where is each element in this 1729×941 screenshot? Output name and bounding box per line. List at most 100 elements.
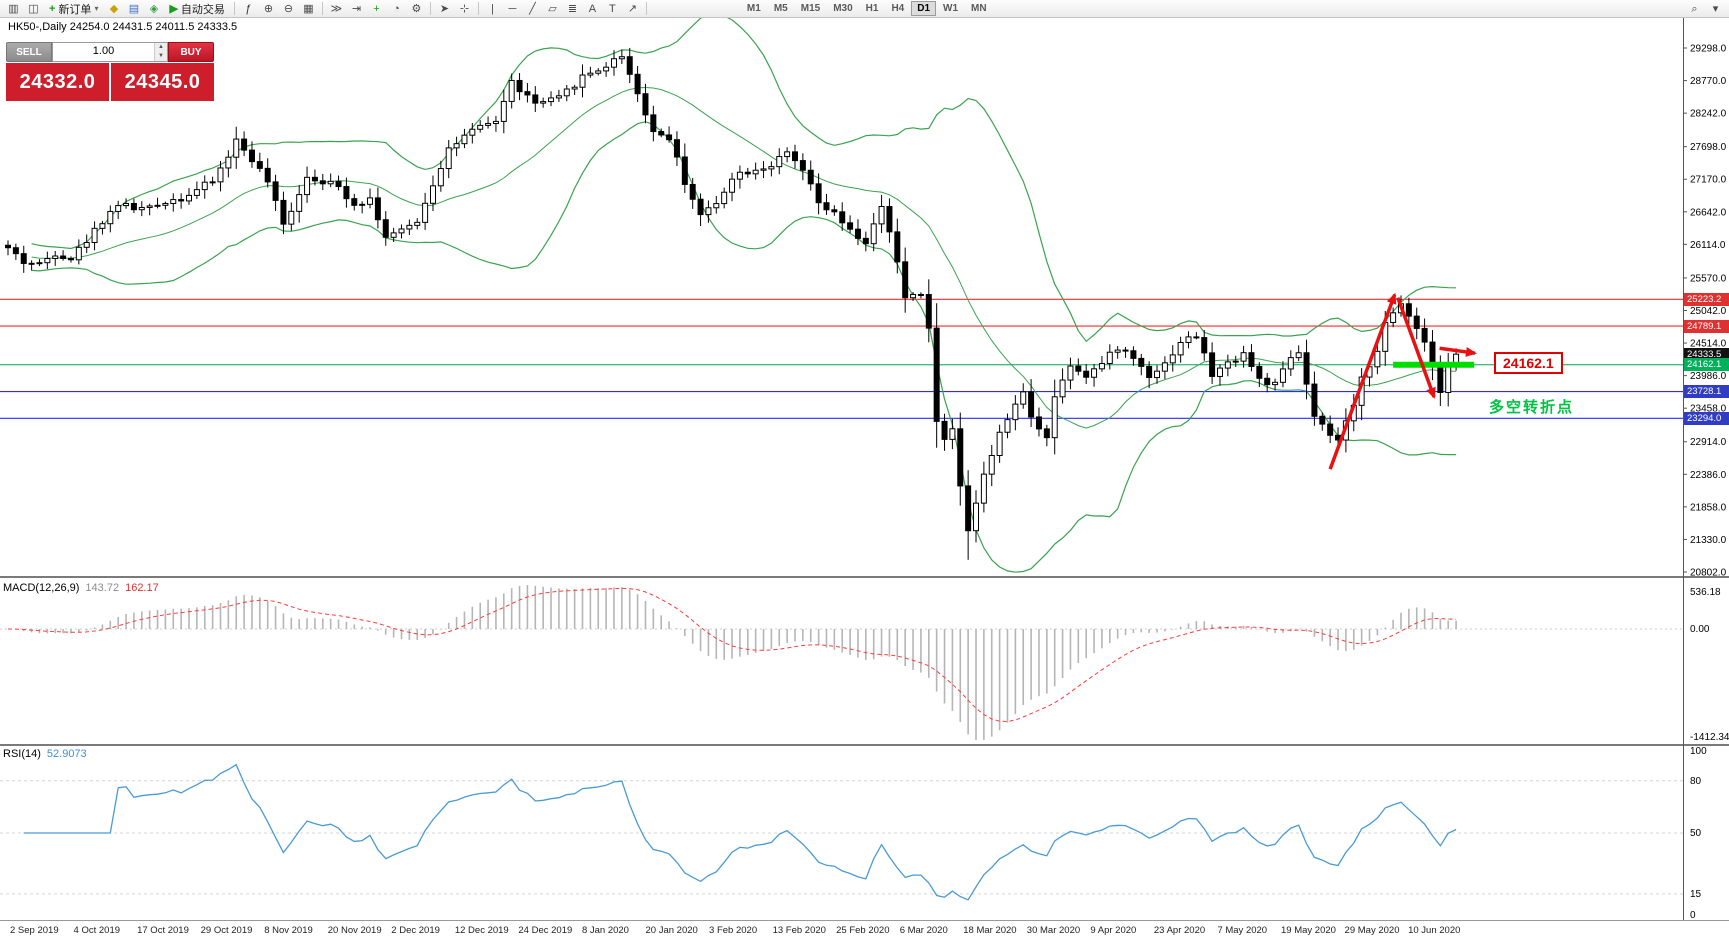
candle xyxy=(1390,307,1397,328)
candle xyxy=(1327,415,1334,444)
sell-button[interactable]: SELL xyxy=(6,42,52,62)
timeframe-m30[interactable]: M30 xyxy=(827,1,858,16)
zoom-in-icon[interactable]: ⊕ xyxy=(259,1,278,17)
label-icon[interactable]: T xyxy=(603,1,622,17)
chart-annotations[interactable] xyxy=(1328,292,1477,470)
trend-arrow[interactable] xyxy=(1439,346,1477,357)
tile-windows-icon[interactable]: ▦ xyxy=(299,1,318,17)
lot-spinner[interactable]: ▲ ▼ xyxy=(154,43,167,61)
lot-decrease-icon[interactable]: ▼ xyxy=(155,52,167,61)
trend-arrow[interactable] xyxy=(1396,297,1436,399)
timeframe-m5[interactable]: M5 xyxy=(768,1,794,16)
cursor-icon[interactable]: ➤ xyxy=(435,1,454,17)
templates-icon[interactable]: ⚙ xyxy=(407,1,426,17)
candle xyxy=(925,279,932,343)
vertical-line-icon[interactable]: | xyxy=(483,1,502,17)
candle xyxy=(351,193,358,211)
one-click-top-row: SELL 1.00 ▲ ▼ BUY xyxy=(6,42,214,62)
candle xyxy=(540,97,547,108)
indicators-icon[interactable]: ƒ xyxy=(239,1,258,17)
timeframe-h1[interactable]: H1 xyxy=(860,1,885,16)
lot-size-value[interactable]: 1.00 xyxy=(92,45,115,57)
buy-button[interactable]: BUY xyxy=(168,42,214,62)
rsi-axis-label: 15 xyxy=(1690,889,1702,900)
turning-point-note[interactable]: 多空转折点 xyxy=(1489,399,1575,416)
new-chart-icon[interactable]: ▥ xyxy=(4,1,23,17)
candle xyxy=(784,147,791,163)
period-dropdown-icon[interactable]: ◔ xyxy=(387,1,406,17)
candle xyxy=(917,292,924,299)
timeframe-m1[interactable]: M1 xyxy=(741,1,767,16)
chart-shift-icon[interactable]: ⇥ xyxy=(347,1,366,17)
date-label: 29 May 2020 xyxy=(1344,925,1400,936)
search-icon[interactable]: ⌕ xyxy=(1685,1,1704,17)
candlestick-series xyxy=(5,47,1460,560)
one-click-trading-panel: SELL 1.00 ▲ ▼ BUY 24332.0 24345.0 xyxy=(6,42,214,101)
market-watch-icon[interactable]: ▤ xyxy=(124,1,143,17)
lot-size-field[interactable]: 1.00 ▲ ▼ xyxy=(52,42,168,62)
trend-arrow[interactable] xyxy=(1328,292,1397,470)
candle xyxy=(776,148,783,175)
navigator-icon[interactable]: ◈ xyxy=(144,1,163,17)
timeframe-h4[interactable]: H4 xyxy=(885,1,910,16)
candle xyxy=(713,195,720,214)
text-icon[interactable]: A xyxy=(583,1,602,17)
timeframe-mn[interactable]: MN xyxy=(965,1,993,16)
candle xyxy=(367,188,374,209)
crosshair-icon[interactable]: ⊹ xyxy=(455,1,474,17)
candle xyxy=(878,194,885,234)
timeframe-m15[interactable]: M15 xyxy=(795,1,826,16)
candle xyxy=(201,175,208,199)
autotrade-button[interactable]: ▶ 自动交易 xyxy=(164,1,229,17)
candle xyxy=(1106,344,1113,370)
macd-main-value: 143.72 xyxy=(85,582,120,594)
candle xyxy=(1067,357,1074,390)
toolbar-separator xyxy=(645,2,647,15)
metaeditor-icon[interactable]: ◆ xyxy=(104,1,123,17)
fibonacci-icon[interactable]: ≣ xyxy=(563,1,582,17)
candle xyxy=(870,212,877,252)
buy-price[interactable]: 24345.0 xyxy=(111,63,214,101)
timeframe-w1[interactable]: W1 xyxy=(937,1,964,16)
price-tick-label: 21858.0 xyxy=(1690,502,1727,513)
bollinger-lower-band xyxy=(31,121,1457,573)
candle xyxy=(429,175,436,212)
candle xyxy=(115,200,122,220)
macd-histogram xyxy=(15,585,1457,740)
price-tag-24789.1: 24789.1 xyxy=(1684,319,1729,333)
support-price-label[interactable]: 24162.1 xyxy=(1494,352,1563,374)
candle xyxy=(980,461,987,513)
timeframe-d1[interactable]: D1 xyxy=(911,1,937,16)
candle xyxy=(1287,350,1294,376)
candle xyxy=(304,166,311,203)
channel-icon[interactable]: ▱ xyxy=(543,1,562,17)
candle xyxy=(760,161,767,179)
zoom-out-icon[interactable]: ⊖ xyxy=(279,1,298,17)
chart-canvas[interactable]: 29298.0 28770.0 28242.0 27698.0 27170.0 26642… xyxy=(0,18,1729,941)
candle xyxy=(241,131,248,157)
candle xyxy=(1232,355,1239,367)
trendline-icon[interactable]: ╱ xyxy=(523,1,542,17)
candle xyxy=(500,89,507,134)
objects-dropdown-icon[interactable]: ▾ xyxy=(1706,1,1725,17)
auto-scroll-icon[interactable]: ≫ xyxy=(327,1,346,17)
candle xyxy=(1083,364,1090,385)
candle xyxy=(1429,330,1436,381)
horizontal-line-icon[interactable]: ─ xyxy=(503,1,522,17)
candle xyxy=(52,250,59,266)
horizontal-level-lines[interactable] xyxy=(0,298,1683,419)
candle xyxy=(1130,346,1137,366)
date-label: 4 Oct 2019 xyxy=(73,925,121,936)
candle xyxy=(729,172,736,202)
new-object-icon[interactable]: + xyxy=(367,1,386,17)
candle xyxy=(1043,424,1050,447)
sell-price[interactable]: 24332.0 xyxy=(6,63,109,101)
candle xyxy=(1169,345,1176,372)
candle xyxy=(445,140,452,179)
arrows-icon[interactable]: ↗ xyxy=(623,1,642,17)
new-order-button[interactable]: + 新订单 ▾ xyxy=(44,1,103,17)
candle xyxy=(579,64,586,98)
lot-increase-icon[interactable]: ▲ xyxy=(155,43,167,52)
rsi-axis-label: 80 xyxy=(1690,776,1702,787)
chart-windows-icon[interactable]: ◫ xyxy=(24,1,43,17)
